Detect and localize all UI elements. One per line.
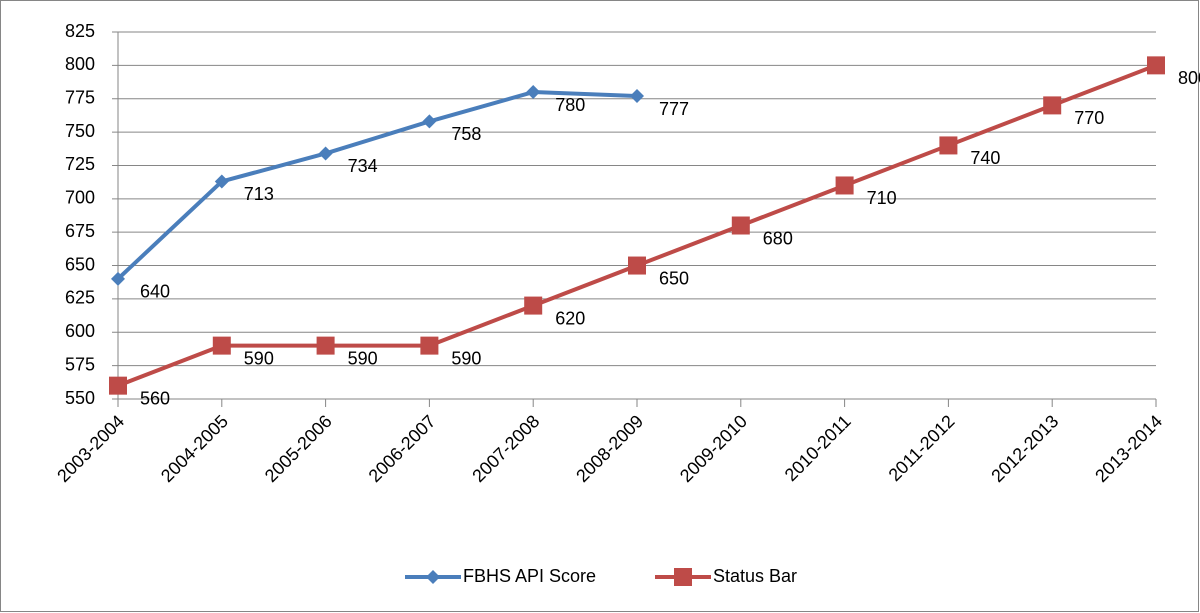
y-tick-label: 775 xyxy=(65,87,95,107)
data-label: 710 xyxy=(867,188,897,208)
legend-item: FBHS API Score xyxy=(405,566,596,586)
y-tick-label: 725 xyxy=(65,154,95,174)
marker xyxy=(212,336,231,355)
data-label: 590 xyxy=(451,348,481,368)
data-label: 770 xyxy=(1074,108,1104,128)
y-tick-label: 650 xyxy=(65,254,95,274)
marker xyxy=(939,136,958,155)
marker xyxy=(630,89,644,104)
marker xyxy=(526,85,541,100)
data-label: 560 xyxy=(140,388,170,408)
marker xyxy=(316,336,335,355)
marker xyxy=(628,256,646,275)
legend-label: FBHS API Score xyxy=(463,566,596,586)
y-tick-label: 750 xyxy=(65,121,95,141)
legend-item: Status Bar xyxy=(655,566,797,586)
y-tick-label: 825 xyxy=(65,21,95,41)
data-label: 590 xyxy=(244,348,274,368)
marker xyxy=(109,376,127,395)
marker xyxy=(835,176,854,195)
series-line xyxy=(116,90,638,281)
marker xyxy=(1043,96,1062,115)
data-label: 680 xyxy=(763,228,793,248)
data-label: 780 xyxy=(555,95,585,115)
y-tick-label: 575 xyxy=(65,354,95,374)
data-label: 800 xyxy=(1178,68,1200,88)
data-label: 620 xyxy=(555,308,585,328)
marker xyxy=(674,568,692,586)
data-label: 640 xyxy=(140,282,170,302)
data-label: 777 xyxy=(659,99,689,119)
y-tick-label: 625 xyxy=(65,288,95,308)
marker xyxy=(1147,56,1165,75)
marker xyxy=(422,114,437,129)
marker xyxy=(731,216,750,235)
marker xyxy=(111,271,125,286)
y-tick-label: 800 xyxy=(65,54,95,74)
marker xyxy=(426,570,440,584)
y-tick-label: 550 xyxy=(65,388,95,408)
data-label: 740 xyxy=(970,148,1000,168)
data-label: 650 xyxy=(659,268,689,288)
marker xyxy=(524,296,543,315)
legend-label: Status Bar xyxy=(713,566,797,586)
y-tick-label: 600 xyxy=(65,321,95,341)
data-label: 590 xyxy=(348,348,378,368)
data-label: 713 xyxy=(244,184,274,204)
marker xyxy=(420,336,439,355)
marker xyxy=(214,174,229,189)
data-label: 758 xyxy=(451,124,481,144)
marker xyxy=(318,146,333,161)
data-label: 734 xyxy=(348,156,378,176)
y-tick-label: 675 xyxy=(65,221,95,241)
y-tick-label: 700 xyxy=(65,188,95,208)
